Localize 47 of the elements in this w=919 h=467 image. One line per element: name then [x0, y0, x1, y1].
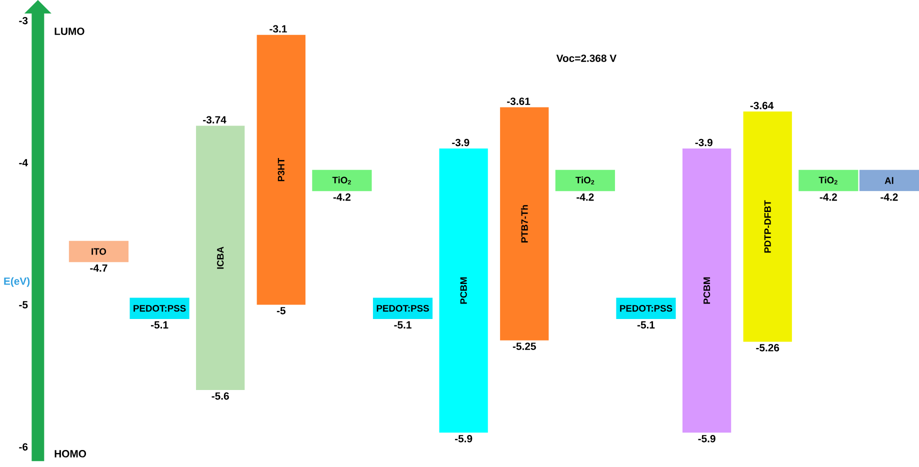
bar	[798, 170, 858, 191]
x-tick-label: PCBM	[703, 277, 710, 304]
annotation: -5.26	[756, 344, 780, 352]
annotation: -3.64	[750, 102, 774, 110]
x-tick-label: TiO$_{2}$	[332, 176, 351, 184]
annotation: -5.25	[512, 342, 536, 350]
y-tick-label: -5	[19, 300, 28, 308]
x-tick-label: PEDOT:PSS	[134, 304, 186, 312]
y-tick-label: -4	[19, 158, 28, 166]
annotation: -5.1	[637, 321, 655, 328]
annotation: -5.9	[698, 434, 716, 442]
annotation: -4.2	[333, 193, 351, 201]
y-tick-label: -3	[19, 16, 28, 24]
x-tick-label: ICBA	[217, 246, 224, 269]
annotation: -3.74	[203, 116, 226, 124]
x-tick-label: PEDOT:PSS	[620, 304, 672, 312]
annotation: -5	[276, 306, 286, 314]
annotation: -3.1	[270, 24, 287, 32]
annotation: Voc=2.368 V	[556, 54, 617, 62]
annotation: -5.1	[150, 321, 168, 328]
x-tick-label: Al	[884, 176, 894, 184]
annotation: -5.6	[212, 392, 229, 400]
x-tick-label: PTB7-Th	[520, 204, 528, 242]
bar	[555, 170, 615, 191]
annotation: -3.61	[507, 97, 530, 105]
x-tick-label: TiO$_{2}$	[818, 176, 838, 184]
x-tick-label: PEDOT:PSS	[376, 304, 429, 312]
x-tick-label: ITO	[92, 248, 106, 255]
x-tick-label: PDTP-DFBT	[764, 200, 771, 252]
annotation: -3.9	[695, 138, 712, 146]
x-tick-label: TiO$_{2}$	[576, 176, 594, 184]
x-tick-label: P3HT	[278, 158, 284, 181]
annotation: -4.7	[90, 264, 108, 272]
annotation: -5.1	[394, 321, 412, 328]
annotation: LUMO	[54, 27, 84, 35]
bar	[312, 170, 372, 191]
annotation: -3.9	[452, 138, 470, 146]
annotation: -4.2	[880, 193, 898, 201]
y-axis-title: E(eV)	[4, 277, 30, 287]
annotation: -4.2	[820, 193, 837, 201]
annotation: -5.9	[455, 434, 472, 442]
annotation: HOMO	[54, 450, 86, 458]
x-tick-label: PCBM	[460, 277, 467, 304]
bar	[68, 240, 129, 262]
bar	[859, 170, 919, 191]
y-tick-label: -6	[19, 443, 28, 450]
annotation: -4.2	[576, 193, 594, 201]
